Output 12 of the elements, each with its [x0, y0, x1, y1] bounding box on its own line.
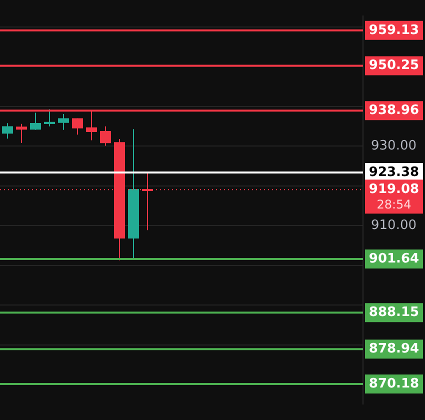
ref-line-label: 870.18	[368, 376, 420, 392]
ref-line-label: 901.64	[368, 251, 420, 266]
text: 28:54	[376, 198, 412, 212]
ref-line-label: 938.96	[368, 102, 420, 118]
ref-line-label: 959.13	[368, 22, 420, 38]
y-tick-label: 910.00	[371, 218, 416, 234]
ref-line-label: 888.15	[368, 304, 420, 320]
ref-line-label: 919.08	[368, 182, 420, 197]
ref-line-label: 878.94	[368, 342, 420, 357]
ref-line-label: 950.25	[368, 58, 420, 74]
y-tick-label: 930.00	[371, 138, 416, 154]
ref-line-label: 923.38	[368, 164, 420, 180]
